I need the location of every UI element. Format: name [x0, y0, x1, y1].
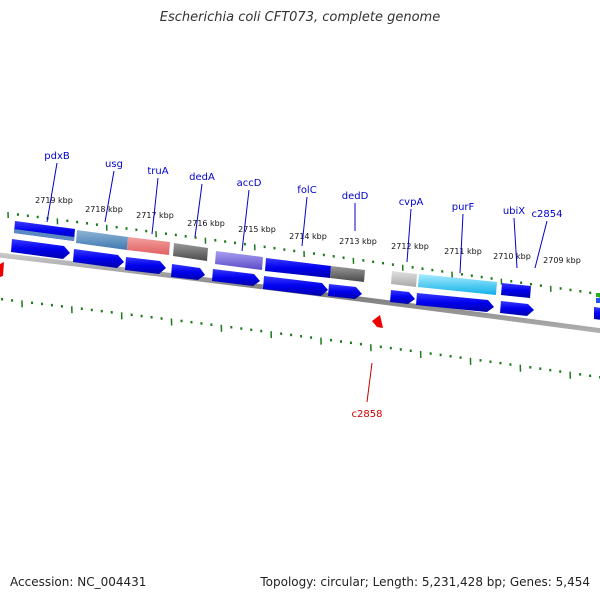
gene-label-leader — [534, 220, 548, 269]
gene-labels: pdxB usg truA dedA accD folC dedD cvpA purF ubiX c… — [44, 151, 563, 274]
gene-arrow-purF[interactable] — [416, 293, 494, 312]
gene-label[interactable]: c2854 — [532, 209, 563, 220]
gene-label[interactable]: usg — [105, 159, 123, 170]
kbp-tick-label: 2717 kbp — [136, 211, 174, 220]
gene-label-leader — [104, 170, 115, 223]
gene-label-leader — [46, 162, 58, 223]
genome-summary-text: Topology: circular; Length: 5,231,428 bp… — [260, 575, 590, 589]
gene-arrow-ubiX[interactable] — [500, 301, 534, 316]
gene-label-leader — [194, 183, 203, 238]
gene-arrow-dedA[interactable] — [171, 264, 205, 280]
gene-label-leader — [241, 189, 250, 252]
c2858-leader — [366, 362, 373, 403]
gene-label[interactable]: folC — [297, 185, 316, 196]
gene-arrow-cvpA[interactable] — [390, 290, 415, 304]
kbp-scale: 2719 kbp 2718 kbp 2717 kbp 2716 kbp 2715 kbp… — [35, 196, 581, 265]
accession-text: Accession: NC_004431 — [10, 575, 147, 589]
map-title: Escherichia coli CFT073, complete genome — [159, 10, 441, 25]
kbp-tick-label: 2710 kbp — [493, 252, 531, 261]
gene-bar-folC[interactable] — [265, 258, 331, 278]
gene-bar-right-edge2 — [596, 298, 600, 303]
gene-arrow-right-edge — [594, 307, 600, 320]
gene-label[interactable]: cvpA — [399, 197, 424, 208]
gene-label-leader — [513, 217, 518, 269]
gene-bar-pdxB-steel — [14, 229, 74, 241]
gene-bar-dedD[interactable] — [330, 266, 365, 282]
gene-arrow-truA[interactable] — [125, 257, 166, 274]
gene-arrow-accD[interactable] — [212, 269, 260, 286]
gene-label[interactable]: pdxB — [44, 151, 70, 162]
gene-arrow-pdxB[interactable] — [11, 239, 70, 259]
gene-label-leader — [151, 177, 159, 235]
gene-bar-truA[interactable] — [127, 237, 170, 255]
outer-tick-ring — [7, 211, 600, 300]
gene-arrow-c2858[interactable] — [372, 315, 383, 328]
gene-bar-dedA[interactable] — [173, 243, 208, 261]
c2858-label[interactable]: c2858 — [352, 409, 383, 420]
inner-tick-ring — [1, 297, 600, 379]
gene-label[interactable]: dedA — [189, 172, 215, 183]
gene-bar-accD[interactable] — [215, 251, 263, 270]
gene-arrow-usg[interactable] — [73, 249, 124, 268]
kbp-tick-label: 2716 kbp — [187, 219, 225, 228]
gene-label-leader — [301, 196, 308, 247]
gene-label[interactable]: purF — [452, 202, 475, 213]
kbp-tick-label: 2719 kbp — [35, 196, 73, 205]
kbp-tick-label: 2715 kbp — [238, 225, 276, 234]
gene-arrow-folC[interactable] — [263, 276, 328, 296]
gene-category-bars — [14, 221, 600, 303]
gene-bar-right-edge — [596, 293, 600, 297]
gene-label[interactable]: dedD — [342, 191, 369, 202]
gene-arrow-dedD[interactable] — [328, 284, 362, 299]
gene-label[interactable]: ubiX — [503, 206, 525, 217]
forward-strand-genes — [11, 239, 600, 320]
gene-label[interactable]: truA — [147, 166, 168, 177]
kbp-tick-label: 2711 kbp — [444, 247, 482, 256]
kbp-tick-label: 2714 kbp — [289, 232, 327, 241]
gene-label-leader — [459, 213, 464, 274]
kbp-tick-label: 2718 kbp — [85, 205, 123, 214]
kbp-tick-label: 2709 kbp — [543, 256, 581, 265]
kbp-tick-label: 2712 kbp — [391, 242, 429, 251]
gene-label-leader — [406, 208, 412, 263]
gene-bar-cvpA[interactable] — [391, 271, 417, 287]
gene-arrow-left-edge — [0, 262, 4, 277]
gene-bar-usg[interactable] — [76, 230, 128, 250]
gene-bar-purF[interactable] — [418, 274, 497, 295]
kbp-tick-label: 2713 kbp — [339, 237, 377, 246]
gene-label[interactable]: accD — [237, 178, 262, 189]
gene-bar-ubiX[interactable] — [501, 283, 531, 298]
